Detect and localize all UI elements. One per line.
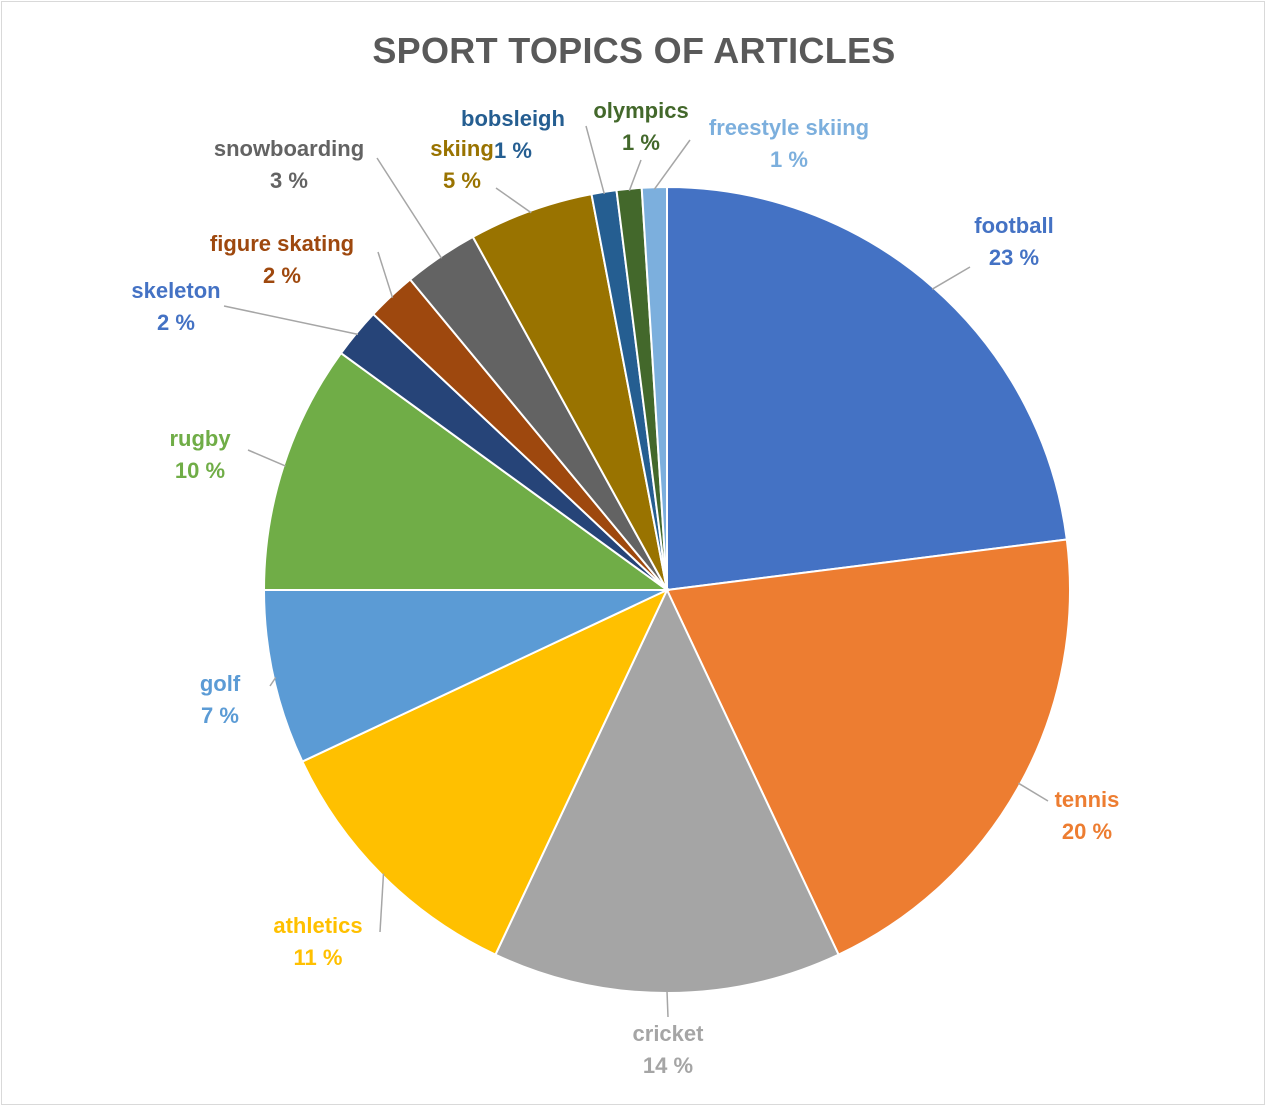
slice-value-freestyle-skiing: 1 % [770,147,808,172]
leader-line-rugby [247,449,286,467]
leader-line-cricket [666,990,669,1018]
slice-value-skiing: 5 % [443,168,481,193]
slice-label-football: football [974,213,1053,238]
slice-label-rugby: rugby [169,426,231,451]
leader-line-snowboarding [376,157,443,259]
slice-label-bobsleigh: bobsleigh [461,106,565,131]
leader-line-freestyle-skiing [653,139,691,190]
leader-line-tennis [1018,782,1049,802]
slice-label-athletics: athletics [273,913,362,938]
leader-line-golf [269,677,277,687]
pie-slice-golf [262,589,668,763]
leader-line-football [931,266,971,290]
slice-label-figure-skating: figure skating [210,231,354,256]
slice-value-snowboarding: 3 % [270,168,308,193]
slice-label-snowboarding: snowboarding [214,136,364,161]
leader-line-skeleton [223,305,359,336]
slice-value-football: 23 % [989,245,1039,270]
slice-label-golf: golf [200,671,241,696]
leader-line-bobsleigh [585,125,606,195]
chart-title: SPORT TOPICS OF ARTICLES [372,30,896,71]
slice-label-tennis: tennis [1055,787,1120,812]
slice-label-skeleton: skeleton [131,278,220,303]
slice-label-skiing: skiing [430,136,494,161]
leader-line-athletics [379,873,385,933]
slice-value-athletics: 11 % [294,945,343,970]
slice-value-bobsleigh: 1 % [494,138,532,163]
slice-value-cricket: 14 % [643,1053,693,1078]
slice-value-skeleton: 2 % [157,310,195,335]
slice-value-figure-skating: 2 % [263,263,301,288]
slice-label-olympics: olympics [593,98,688,123]
slice-value-olympics: 1 % [622,130,660,155]
pie-slice-athletics [301,587,670,956]
slice-label-freestyle-skiing: freestyle skiing [709,115,869,140]
slice-value-golf: 7 % [201,703,239,728]
slice-label-cricket: cricket [633,1021,705,1046]
leader-line-figure-skating [377,251,394,298]
pie-slice-freestyle-skiing [640,185,668,591]
slice-value-rugby: 10 % [175,458,225,483]
leader-line-olympics [628,159,642,192]
leader-line-skiing [495,187,532,214]
slice-value-tennis: 20 % [1062,819,1112,844]
